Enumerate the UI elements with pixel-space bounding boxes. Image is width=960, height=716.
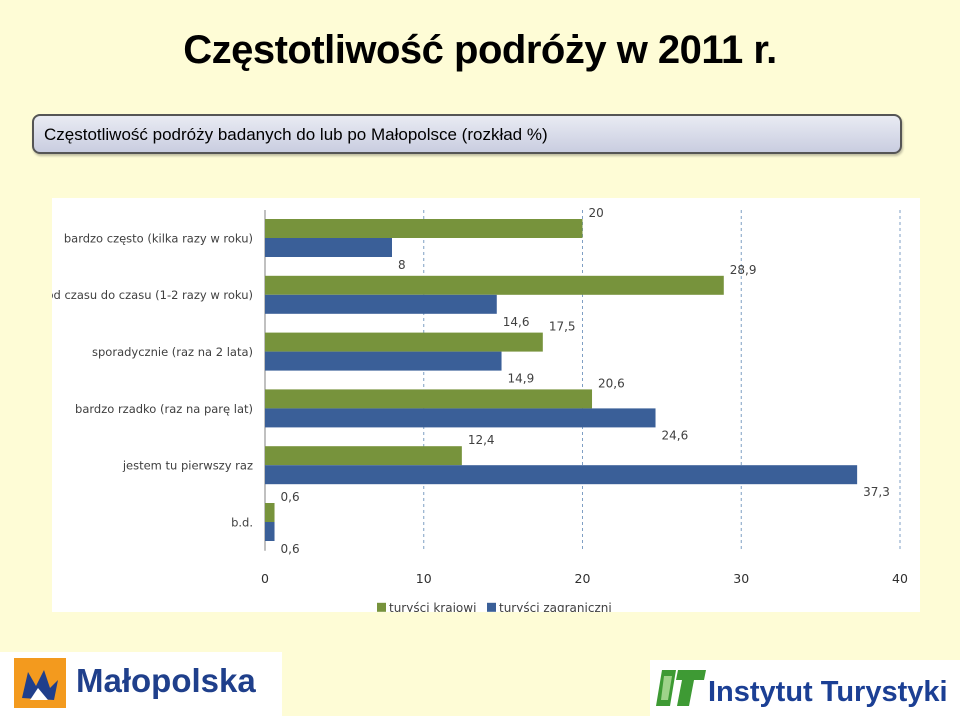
category-label: bardzo rzadko (raz na parę lat) <box>75 402 253 416</box>
chart-panel: bardzo często (kilka razy w roku) 20 8 od c… <box>46 198 920 615</box>
it-logo-icon <box>656 670 706 706</box>
bar <box>265 351 502 371</box>
bar <box>265 294 497 314</box>
subtitle-box: Częstotliwość podróży badanych do lub po… <box>32 114 902 154</box>
data-label: 20,6 <box>598 376 625 390</box>
malopolska-emblem-icon <box>14 658 66 708</box>
data-label: 14,6 <box>503 315 530 329</box>
category-label: od czasu do czasu (1-2 razy w roku) <box>52 288 253 302</box>
data-label: 37,3 <box>863 485 890 499</box>
bar <box>265 446 462 466</box>
instytut-turystyki-text: Instytut Turystyki <box>708 676 948 708</box>
legend-swatch <box>487 602 496 612</box>
legend-swatch <box>377 602 386 612</box>
malopolska-logo: Małopolska <box>0 652 282 716</box>
data-label: 28,9 <box>730 263 757 277</box>
bar <box>265 275 724 295</box>
data-label: 0,6 <box>281 490 300 504</box>
data-label: 12,4 <box>468 433 495 447</box>
category-label: jestem tu pierwszy raz <box>122 459 253 473</box>
data-label: 14,9 <box>508 372 535 386</box>
chart-subtitle: Częstotliwość podróży badanych do lub po… <box>44 125 548 144</box>
bar <box>265 332 543 352</box>
legend-label: turyści krajowi <box>389 601 476 612</box>
legend-label: turyści zagraniczni <box>499 601 612 612</box>
slide-title: Częstotliwość podróży w 2011 r. <box>183 28 777 72</box>
bar <box>265 238 392 257</box>
data-label: 0,6 <box>281 542 300 556</box>
bar <box>265 219 583 238</box>
instytut-turystyki-logo: Instytut Turystyki <box>650 660 960 716</box>
bar <box>265 465 858 485</box>
bar <box>265 522 275 541</box>
bar-chart: bardzo często (kilka razy w roku) 20 8 od c… <box>46 206 908 615</box>
data-label: 8 <box>398 258 406 272</box>
x-tick-label: 20 <box>575 571 591 586</box>
malopolska-logo-text: Małopolska <box>76 662 256 699</box>
data-label: 17,5 <box>549 320 576 334</box>
bar <box>265 503 275 522</box>
data-label: 24,6 <box>662 428 689 442</box>
x-tick-label: 10 <box>416 571 432 586</box>
x-tick-label: 30 <box>733 571 749 586</box>
bar <box>265 408 656 428</box>
category-label: sporadycznie (raz na 2 lata) <box>92 345 253 359</box>
category-label: bardzo często (kilka razy w roku) <box>64 231 253 245</box>
x-tick-label: 0 <box>261 571 269 586</box>
x-tick-label: 40 <box>892 571 908 586</box>
category-label: b.d. <box>231 515 253 529</box>
bar <box>265 389 593 409</box>
data-label: 20 <box>589 206 604 220</box>
